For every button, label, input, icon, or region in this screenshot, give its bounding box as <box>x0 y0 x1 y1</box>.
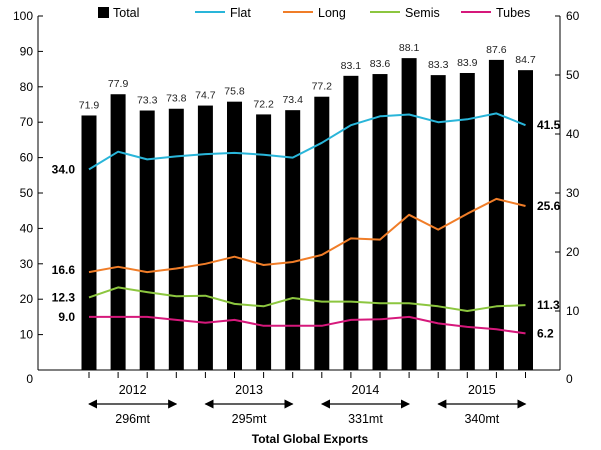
total-bar <box>372 74 388 370</box>
series-start-label: 12.3 <box>52 290 76 304</box>
left-tick-label: 40 <box>20 221 34 235</box>
bar-value-label: 73.4 <box>282 94 303 106</box>
series-line-flat <box>88 112 526 171</box>
year-label: 2015 <box>468 383 496 397</box>
series-line-semis <box>88 286 526 312</box>
bar-value-label: 88.1 <box>399 42 420 54</box>
right-tick-label: 10 <box>566 304 580 318</box>
bar-value-label: 71.9 <box>79 99 100 111</box>
year-total-label: 295mt <box>232 412 267 426</box>
right-tick-label: 60 <box>566 9 580 23</box>
total-bar <box>314 96 330 370</box>
legend-label: Tubes <box>496 6 530 20</box>
legend-label: Total <box>113 6 139 20</box>
series-line-long <box>88 197 526 274</box>
legend-label: Flat <box>230 6 251 20</box>
left-tick-label: 50 <box>20 186 34 200</box>
bar-value-label: 74.7 <box>195 90 216 102</box>
bar-value-label: 83.3 <box>428 59 449 71</box>
legend: Total Flat Long Semis Tubes <box>98 6 530 20</box>
total-bar <box>459 72 475 370</box>
left-tick-label: 10 <box>20 328 34 342</box>
x-axis-title: Total Global Exports <box>252 432 369 446</box>
total-bar <box>227 101 242 370</box>
bar-value-label: 73.3 <box>137 95 158 107</box>
year-groups: 2012 296mt 2013 295mt 2014 331mt 2015 340mt <box>88 383 527 426</box>
total-bar <box>168 108 184 371</box>
series-end-label: 6.2 <box>537 326 554 340</box>
legend-swatch <box>98 7 109 18</box>
series-start-label: 9.0 <box>58 310 75 324</box>
total-bar <box>343 75 359 371</box>
total-bar <box>110 94 126 370</box>
bar-value-label: 83.9 <box>457 57 478 69</box>
series-start-label: 16.6 <box>52 263 76 277</box>
bar-value-label: 75.8 <box>224 86 245 98</box>
series-end-label: 25.6 <box>537 199 561 213</box>
series-end-label: 41.5 <box>537 118 561 132</box>
total-bar <box>139 110 155 370</box>
year-label: 2013 <box>235 383 263 397</box>
right-tick-label: 40 <box>566 127 580 141</box>
year-total-label: 340mt <box>464 412 499 426</box>
right-tick-label: 0 <box>566 372 573 386</box>
year-label: 2014 <box>352 383 380 397</box>
series-end-labels: 34.0 41.5 16.6 25.6 12.3 11.3 9.0 6.2 <box>52 118 561 340</box>
left-tick-label: 20 <box>20 292 34 306</box>
left-tick-label: 30 <box>20 257 34 271</box>
total-bar <box>518 70 533 371</box>
bar-value-label: 77.9 <box>108 78 129 90</box>
total-bar <box>285 110 301 370</box>
left-tick-label: 100 <box>13 9 33 23</box>
bar-value-label: 73.8 <box>166 93 187 105</box>
bar-value-label: 77.2 <box>312 81 333 93</box>
total-bar <box>488 59 504 371</box>
bar-value-label: 83.6 <box>370 58 391 70</box>
bar-value-label: 84.7 <box>515 54 536 66</box>
axes: 0 10 20 30 40 50 60 70 80 90 100 0 10 20 30 40 50 60 <box>13 9 580 386</box>
bar-value-label: 72.2 <box>253 98 274 110</box>
legend-label: Long <box>318 6 346 20</box>
series-lines <box>88 112 526 335</box>
series-line-tubes <box>89 315 526 335</box>
total-bar <box>197 105 213 370</box>
series-start-label: 34.0 <box>52 162 76 176</box>
year-label: 2012 <box>119 383 147 397</box>
left-tick-label: 0 <box>26 372 33 386</box>
legend-label: Semis <box>405 6 440 20</box>
left-tick-label: 80 <box>20 80 34 94</box>
total-bar <box>81 115 97 370</box>
bar-value-label: 83.1 <box>341 60 362 72</box>
bar-value-label: 87.6 <box>486 44 507 56</box>
left-tick-label: 90 <box>20 44 34 58</box>
year-total-label: 331mt <box>348 412 383 426</box>
right-tick-label: 50 <box>566 68 580 82</box>
left-tick-label: 60 <box>20 151 34 165</box>
left-tick-label: 70 <box>20 115 34 129</box>
total-bar <box>256 114 272 370</box>
right-tick-label: 20 <box>566 245 580 259</box>
total-bar <box>430 75 446 371</box>
right-tick-label: 30 <box>566 186 580 200</box>
series-end-label: 11.3 <box>537 298 560 312</box>
year-total-label: 296mt <box>115 412 150 426</box>
bar-value-labels: 71.9 77.9 73.3 73.8 74.7 75.8 72.2 73.4 77.2 83.1… <box>79 42 536 111</box>
